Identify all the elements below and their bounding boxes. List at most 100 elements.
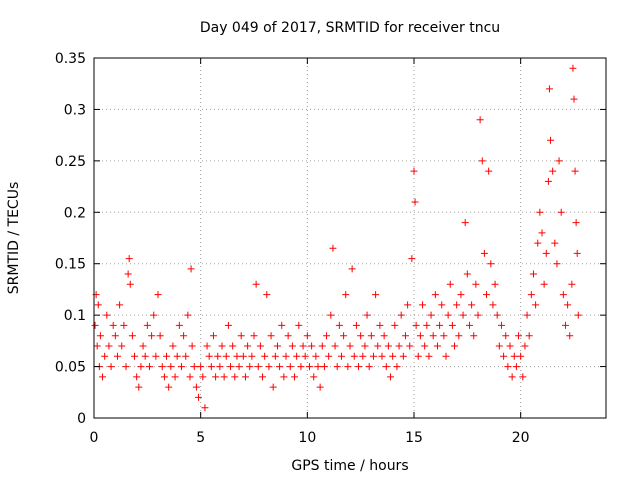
data-point	[329, 244, 337, 252]
data-point	[169, 342, 177, 350]
data-point	[259, 373, 267, 381]
y-tick-label: 0.3	[64, 102, 86, 118]
data-point	[451, 342, 459, 350]
data-point	[116, 301, 124, 309]
data-point	[506, 342, 514, 350]
data-point	[369, 352, 377, 360]
data-point	[335, 321, 343, 329]
data-point	[545, 85, 553, 93]
data-point	[177, 363, 185, 371]
plot-frame	[93, 57, 607, 419]
data-point	[573, 249, 581, 257]
data-point	[350, 352, 358, 360]
x-tick-label: 20	[512, 430, 530, 446]
data-point	[457, 291, 465, 299]
data-point	[126, 280, 134, 288]
data-point	[209, 332, 217, 340]
data-point	[480, 249, 488, 257]
data-point	[427, 311, 435, 319]
data-point	[489, 301, 497, 309]
data-point	[99, 373, 107, 381]
data-point	[103, 311, 111, 319]
y-axis-label: SRMTID / TECUs	[6, 182, 22, 295]
data-point	[574, 311, 582, 319]
data-point	[555, 157, 563, 165]
data-point	[571, 167, 579, 175]
data-point	[107, 363, 115, 371]
data-point	[148, 332, 156, 340]
data-point	[525, 332, 533, 340]
data-point	[171, 373, 179, 381]
data-point	[476, 116, 484, 124]
data-point	[310, 373, 318, 381]
data-point	[222, 352, 230, 360]
data-point	[529, 270, 537, 278]
data-point	[278, 321, 286, 329]
data-point	[295, 321, 303, 329]
data-point	[448, 321, 456, 329]
data-point	[135, 383, 143, 391]
data-point	[483, 291, 491, 299]
data-point	[342, 291, 350, 299]
data-point	[376, 321, 384, 329]
data-point	[414, 352, 422, 360]
data-point	[410, 167, 418, 175]
data-point	[308, 342, 316, 350]
data-point	[261, 352, 269, 360]
y-tick-label: 0	[77, 411, 86, 427]
data-point	[536, 208, 544, 216]
data-point	[286, 363, 294, 371]
data-point	[515, 332, 523, 340]
data-point	[401, 332, 409, 340]
data-point	[143, 321, 151, 329]
data-point	[540, 280, 548, 288]
data-point	[346, 342, 354, 350]
data-point	[425, 352, 433, 360]
chart-title: Day 049 of 2017, SRMTID for receiver tnc…	[200, 20, 500, 36]
data-point	[433, 342, 441, 350]
data-point	[303, 332, 311, 340]
data-point	[220, 373, 228, 381]
data-point	[271, 352, 279, 360]
y-tick-label: 0.15	[55, 257, 86, 273]
data-point	[246, 363, 254, 371]
data-point	[391, 321, 399, 329]
data-point	[256, 342, 264, 350]
data-point	[561, 321, 569, 329]
data-point	[124, 270, 132, 278]
data-point	[474, 311, 482, 319]
data-point	[367, 332, 375, 340]
data-point	[214, 352, 222, 360]
data-point	[461, 219, 469, 227]
data-point	[105, 342, 113, 350]
data-point	[446, 280, 454, 288]
data-point	[504, 363, 512, 371]
data-point	[182, 352, 190, 360]
y-tick-label: 0.05	[55, 360, 86, 376]
data-point	[363, 311, 371, 319]
data-point	[325, 352, 333, 360]
data-point	[491, 280, 499, 288]
data-point	[137, 363, 145, 371]
data-point	[572, 219, 580, 227]
data-point	[331, 342, 339, 350]
data-point	[429, 332, 437, 340]
data-point	[122, 363, 130, 371]
data-point	[241, 373, 249, 381]
data-point	[180, 332, 188, 340]
x-tick-label: 5	[196, 430, 205, 446]
data-point	[340, 332, 348, 340]
data-point	[408, 255, 416, 263]
data-point	[139, 342, 147, 350]
data-point	[359, 352, 367, 360]
data-point	[559, 291, 567, 299]
data-point	[235, 363, 243, 371]
data-point	[244, 342, 252, 350]
data-point	[254, 363, 262, 371]
data-point	[453, 301, 461, 309]
data-point	[487, 260, 495, 268]
data-point	[411, 198, 419, 206]
data-point	[333, 363, 341, 371]
data-point	[380, 332, 388, 340]
